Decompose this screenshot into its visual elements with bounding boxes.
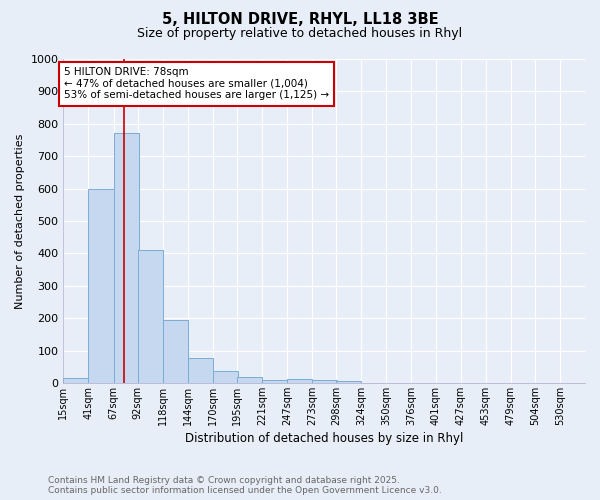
Bar [137,250,163,383]
Bar [237,377,262,383]
Bar [312,380,337,383]
Text: 5, HILTON DRIVE, RHYL, LL18 3BE: 5, HILTON DRIVE, RHYL, LL18 3BE [161,12,439,28]
Text: Size of property relative to detached houses in Rhyl: Size of property relative to detached ho… [137,28,463,40]
Bar [88,188,113,383]
Bar [336,382,361,383]
Bar [188,358,213,383]
Bar [287,378,312,383]
Bar [213,371,238,383]
Bar [262,380,287,383]
Y-axis label: Number of detached properties: Number of detached properties [15,134,25,308]
Bar [163,320,188,383]
Text: Contains HM Land Registry data © Crown copyright and database right 2025.
Contai: Contains HM Land Registry data © Crown c… [48,476,442,495]
Text: 5 HILTON DRIVE: 78sqm
← 47% of detached houses are smaller (1,004)
53% of semi-d: 5 HILTON DRIVE: 78sqm ← 47% of detached … [64,67,329,100]
X-axis label: Distribution of detached houses by size in Rhyl: Distribution of detached houses by size … [185,432,463,445]
Bar [64,378,88,383]
Bar [113,134,139,383]
